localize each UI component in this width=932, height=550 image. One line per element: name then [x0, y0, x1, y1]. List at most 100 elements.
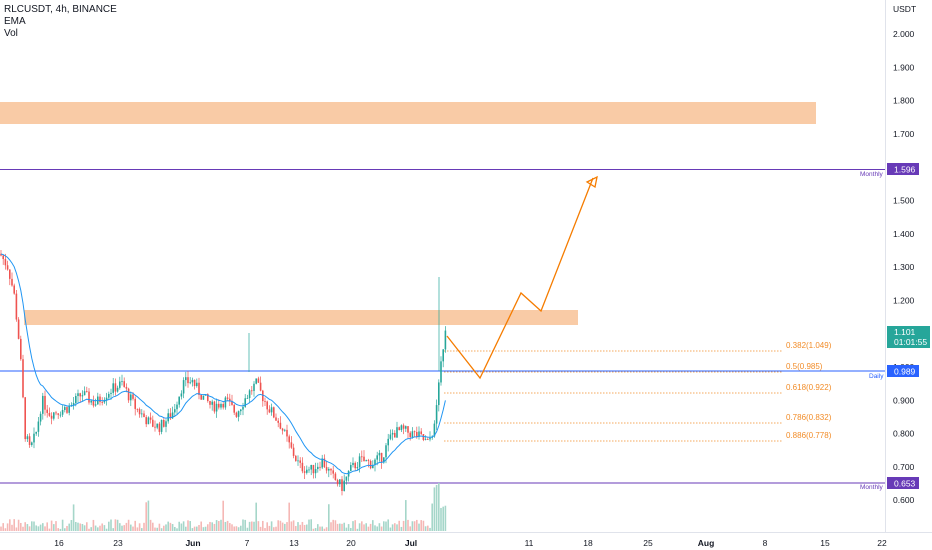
volume-bar — [130, 524, 132, 531]
candle-body — [59, 414, 62, 416]
candle-body — [248, 390, 251, 399]
volume-bar — [235, 526, 238, 531]
time-tick-label: 11 — [525, 538, 534, 548]
symbol-title[interactable]: RLCUSDT, 4h, BINANCE — [4, 4, 117, 15]
candle-body — [295, 455, 297, 461]
volume-bar — [136, 527, 139, 531]
candle-body — [358, 456, 361, 468]
candle-body — [154, 426, 156, 428]
volume-bar — [66, 525, 68, 531]
volume-bar — [101, 523, 103, 531]
price-tick-label: 1.200 — [893, 295, 915, 305]
volume-bar — [180, 523, 183, 531]
candle-body — [160, 419, 163, 432]
candle-body — [198, 382, 200, 396]
daily-level-label: Daily — [869, 373, 884, 380]
candle-body — [39, 413, 42, 422]
volume-bar — [264, 528, 266, 531]
candle-body — [207, 394, 209, 402]
fib-label-0382: 0.382(1.049) — [786, 341, 832, 350]
volume-bar — [396, 524, 398, 531]
volume-bar — [358, 523, 361, 531]
candle-body — [17, 319, 20, 339]
volume-bar — [372, 520, 374, 531]
volume-bar — [319, 526, 321, 531]
candle-body — [244, 398, 246, 407]
candle-body — [2, 255, 4, 260]
candle-body — [341, 479, 343, 491]
volume-bar — [213, 523, 216, 531]
volume-bar — [266, 522, 268, 531]
ema-indicator-label[interactable]: EMA — [4, 16, 26, 27]
candle-body — [429, 437, 431, 440]
candle-body — [435, 405, 438, 424]
volume-bar — [207, 524, 209, 531]
volume-bar — [143, 522, 145, 531]
volume-bar — [402, 520, 405, 531]
volume-bar — [55, 521, 57, 531]
candle-body — [110, 392, 112, 394]
candle-body — [389, 434, 392, 439]
volume-bar — [57, 528, 59, 531]
candle-body — [20, 338, 22, 360]
projection-path[interactable] — [446, 177, 594, 380]
candle-body — [44, 395, 46, 410]
candle-body — [299, 460, 301, 463]
candle-body — [306, 469, 308, 473]
current-price-badge — [887, 326, 930, 348]
volume-indicator-label[interactable]: Vol — [4, 28, 18, 39]
candle-body — [141, 413, 143, 415]
candle-body — [209, 401, 211, 405]
volume-bar — [86, 522, 88, 531]
volume-bar — [125, 522, 128, 531]
time-tick-label: 15 — [820, 538, 830, 548]
volume-bar — [174, 526, 176, 531]
volume-bar — [431, 503, 433, 531]
volume-bar — [306, 524, 308, 531]
candle-body — [28, 436, 31, 445]
candle-body — [145, 417, 147, 425]
volume-bar — [325, 527, 328, 531]
candle-body — [134, 398, 136, 409]
volume-bar — [226, 520, 229, 531]
price-tick-label: 0.600 — [893, 495, 915, 505]
candle-body — [308, 469, 310, 471]
candle-body — [361, 456, 363, 458]
price-tick-label: 1.800 — [893, 96, 915, 106]
candle-body — [383, 457, 385, 463]
candle-body — [31, 442, 33, 445]
candle-body — [182, 380, 185, 394]
volume-bar — [114, 519, 117, 531]
candle-body — [88, 391, 90, 403]
volume-bar — [363, 524, 365, 531]
candle-body — [165, 421, 167, 427]
volume-bar — [409, 526, 411, 531]
candle-body — [15, 293, 18, 320]
candle-body — [356, 467, 359, 469]
candle-body — [114, 383, 117, 392]
candle-body — [387, 438, 389, 446]
price-axis-ticks: 2.0001.9001.8001.7001.6001.5001.4001.300… — [893, 29, 915, 505]
supply-zone-lower[interactable] — [24, 310, 578, 325]
candle-body — [286, 429, 288, 437]
volume-bar — [224, 521, 227, 531]
candle-body — [257, 378, 260, 383]
fib-retracement[interactable] — [444, 350, 783, 442]
supply-zone-upper[interactable] — [0, 102, 816, 124]
candle-body — [246, 398, 249, 399]
candle-body — [409, 432, 411, 438]
candle-body — [68, 406, 70, 413]
candle-body — [163, 419, 165, 427]
ema-line[interactable] — [0, 253, 446, 475]
candle-body — [334, 473, 337, 481]
volume-bar — [288, 502, 290, 531]
candle-body — [440, 361, 442, 383]
candlesticks[interactable] — [0, 250, 447, 496]
candle-body — [416, 431, 418, 437]
volume-bar — [323, 528, 326, 531]
volume-bar — [354, 520, 356, 531]
candle-body — [288, 436, 290, 443]
time-tick-label: Aug — [698, 538, 715, 548]
volume-bar — [334, 520, 337, 531]
